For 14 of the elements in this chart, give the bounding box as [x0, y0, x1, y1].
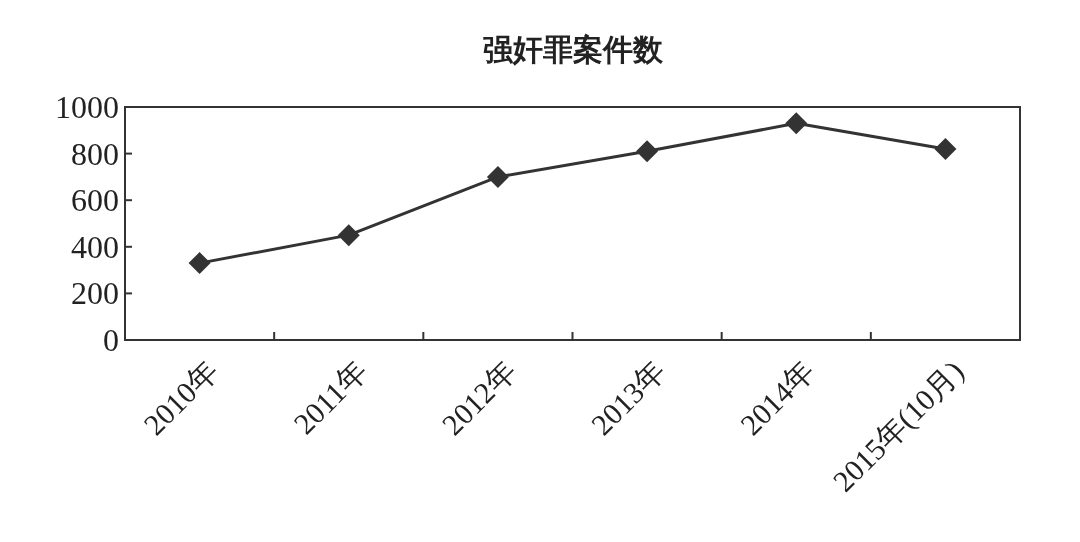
point — [636, 140, 659, 163]
chart-title: 强奸罪案件数 — [482, 33, 664, 66]
x-tick-label: 2011年 — [287, 354, 374, 441]
point — [188, 252, 211, 275]
y-tick-label: 600 — [71, 182, 119, 219]
y-tick-label: 1000 — [55, 89, 119, 125]
point — [934, 137, 957, 160]
point — [785, 112, 808, 135]
point — [337, 224, 360, 247]
y-tick-label: 0 — [103, 322, 119, 358]
y-tick-label: 200 — [71, 275, 119, 312]
y-tick-label: 800 — [71, 135, 119, 172]
point — [486, 165, 509, 188]
y-tick-label: 400 — [71, 228, 119, 265]
